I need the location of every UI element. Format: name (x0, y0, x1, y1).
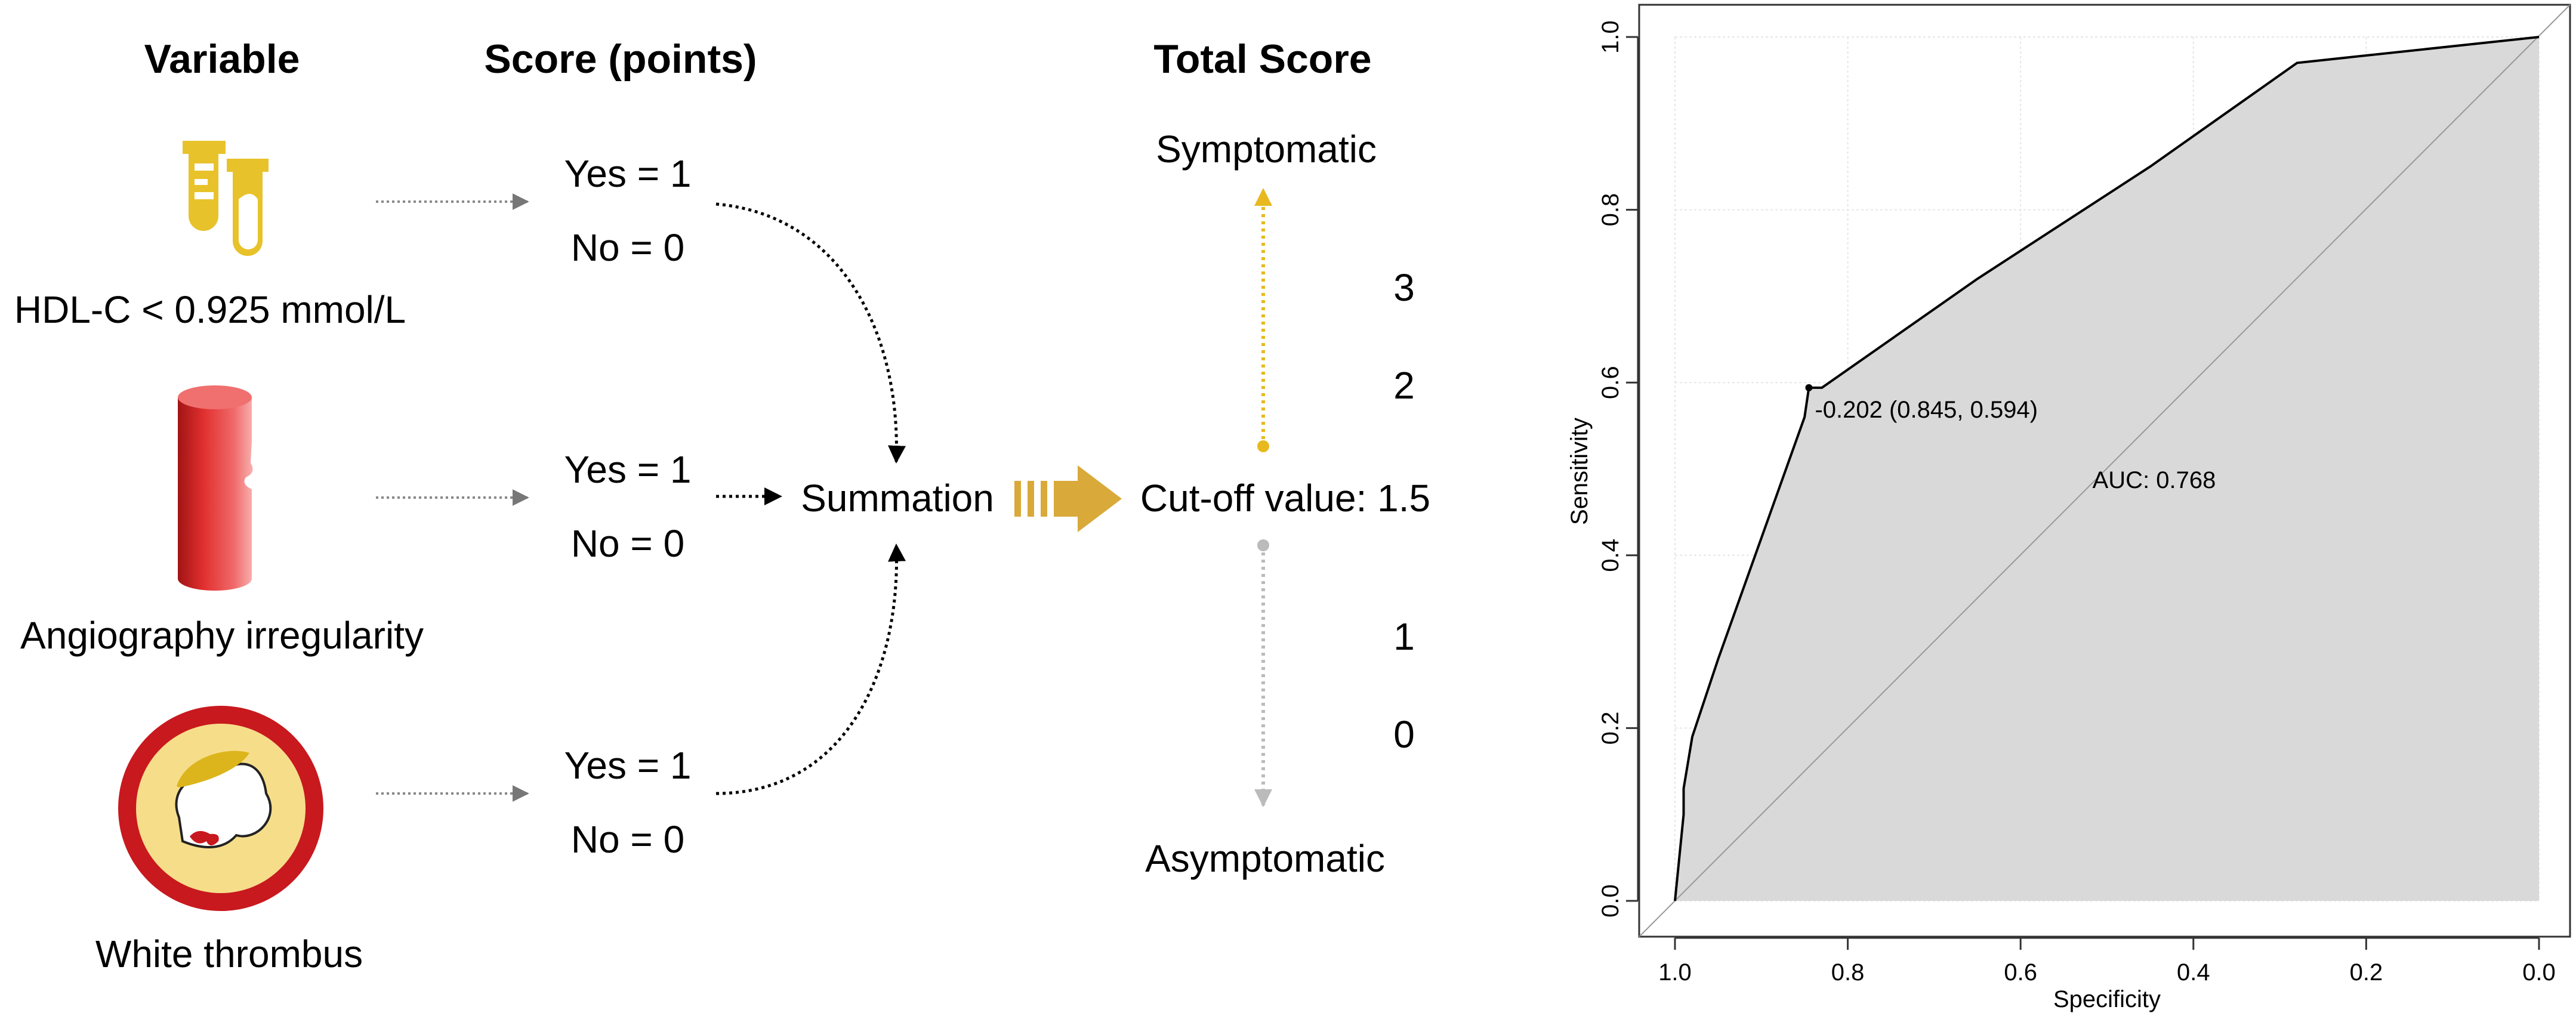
variable-thrombus-label: White thrombus (95, 932, 363, 975)
score-value-0: 0 (1393, 713, 1415, 756)
y-tick-label-2: 0.4 (1597, 539, 1624, 572)
cutoff-label: Cut-off value: 1.5 (1140, 477, 1430, 520)
x-tick-label-5: 0.0 (2522, 959, 2556, 986)
summation-label: Summation (801, 477, 994, 520)
test-tube-icon (183, 141, 269, 256)
x-tick-label-2: 0.6 (2004, 959, 2037, 986)
gold-dot (1257, 440, 1269, 452)
roc-curve (1674, 36, 2540, 901)
header-score: Score (points) (484, 36, 757, 82)
score-no-2: No = 0 (571, 522, 684, 565)
y-tick-label-4: 0.8 (1597, 193, 1624, 227)
score-value-1: 1 (1393, 615, 1415, 658)
arrow-score1-to-summation (715, 202, 906, 464)
score-no-1: No = 0 (571, 226, 684, 269)
y-axis: 0.0 0.2 0.4 0.6 0.8 1.0 (1597, 20, 1639, 918)
y-axis-label: Sensitivity (1566, 418, 1593, 525)
header-total-score: Total Score (1153, 36, 1371, 82)
score-yes-3: Yes = 1 (564, 744, 692, 787)
symptomatic-label: Symptomatic (1156, 128, 1377, 171)
reference-diagonal (1639, 4, 2571, 937)
threshold-point (1805, 384, 1813, 391)
score-value-3: 3 (1393, 266, 1415, 309)
grey-dot (1257, 539, 1269, 551)
threshold-label: -0.202 (0.845, 0.594) (1815, 397, 2038, 423)
header-variable: Variable (144, 36, 300, 82)
x-tick-label-0: 1.0 (1658, 959, 1692, 986)
y-tick-label-5: 1.0 (1597, 20, 1624, 54)
x-tick-label-3: 0.4 (2177, 959, 2210, 986)
scoring-diagram: Variable Score (points) Total Score HDL-… (14, 36, 1430, 975)
roc-chart: -0.202 (0.845, 0.594) AUC: 0.768 1.0 0.8 0… (1566, 4, 2571, 1012)
score-yes-1: Yes = 1 (564, 152, 692, 195)
gold-arrow-icon (1014, 465, 1122, 532)
y-tick-label-1: 0.2 (1597, 712, 1624, 745)
variable-hdl-label: HDL-C < 0.925 mmol/L (14, 288, 406, 331)
y-tick-label-3: 0.6 (1597, 366, 1624, 399)
score-no-3: No = 0 (571, 818, 684, 861)
asymptomatic-label: Asymptomatic (1145, 837, 1385, 880)
x-tick-label-4: 0.2 (2350, 959, 2383, 986)
vessel-cylinder-icon (178, 385, 253, 591)
white-thrombus-icon (118, 706, 323, 911)
x-axis-label: Specificity (2053, 986, 2161, 1012)
variable-angiography-label: Angiography irregularity (20, 614, 424, 657)
x-axis: 1.0 0.8 0.6 0.4 0.2 0.0 (1658, 937, 2556, 986)
x-tick-label-1: 0.8 (1831, 959, 1865, 986)
score-yes-2: Yes = 1 (564, 448, 692, 491)
y-tick-label-0: 0.0 (1597, 884, 1624, 918)
auc-label: AUC: 0.768 (2093, 467, 2216, 493)
arrow-score3-to-summation (715, 544, 906, 795)
score-value-2: 2 (1393, 364, 1415, 407)
